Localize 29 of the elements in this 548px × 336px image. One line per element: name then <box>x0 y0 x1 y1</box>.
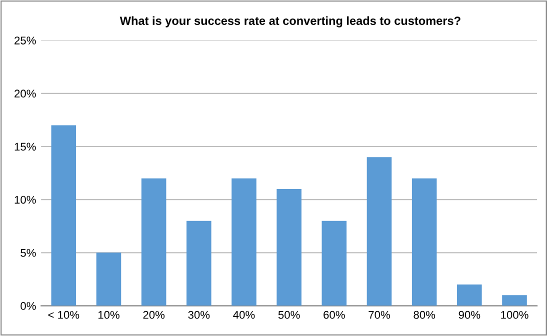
x-tick-label: 90% <box>458 310 480 319</box>
x-tick-label: 80% <box>414 310 436 319</box>
chart-title: What is your success rate at converting leads to customers? <box>120 16 460 28</box>
x-tick-label: 40% <box>233 310 255 319</box>
bar <box>457 284 482 306</box>
bar <box>232 178 256 306</box>
bar <box>322 220 347 306</box>
bar <box>276 188 302 306</box>
y-tick-label: 15% <box>14 142 36 151</box>
bar <box>186 220 212 306</box>
bar <box>96 252 122 306</box>
x-tick-label: 100% <box>501 310 528 319</box>
bar <box>366 157 392 306</box>
x-tick-label: < 10% <box>48 310 80 319</box>
x-tick-label: 10% <box>98 310 120 319</box>
bar <box>502 295 527 306</box>
x-tick-label: 50% <box>278 310 300 319</box>
y-tick-label: 0% <box>20 302 36 310</box>
x-tick-label: 70% <box>368 310 390 319</box>
x-tick-label: 30% <box>188 310 210 319</box>
x-tick-label: 20% <box>143 310 165 319</box>
bar <box>141 178 166 306</box>
y-tick-label: 5% <box>20 248 36 257</box>
bar <box>51 125 76 306</box>
bar <box>412 178 437 306</box>
x-tick-label: 60% <box>324 310 345 319</box>
y-tick-label: 20% <box>14 90 36 98</box>
y-tick-label: 10% <box>14 196 36 204</box>
y-tick-label: 25% <box>14 36 36 44</box>
